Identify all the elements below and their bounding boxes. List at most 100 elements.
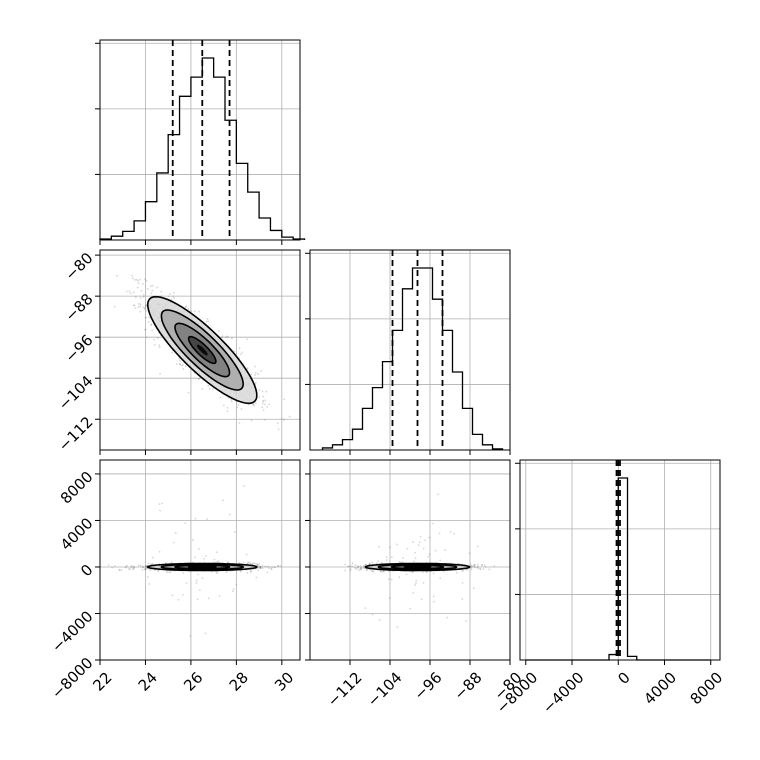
scatter-point — [168, 571, 171, 574]
scatter-point — [402, 557, 405, 560]
scatter-point — [439, 559, 442, 562]
scatter-point — [218, 594, 221, 597]
scatter-point — [432, 522, 434, 525]
scatter-point — [207, 320, 210, 323]
scatter-point — [201, 387, 204, 390]
scatter-point — [396, 543, 398, 546]
scatter-point — [228, 513, 231, 516]
scatter-point — [280, 417, 283, 420]
scatter-point — [235, 583, 238, 586]
scatter-point — [385, 556, 388, 559]
scatter-point — [126, 564, 128, 567]
scatter-point — [146, 576, 149, 578]
scatter-point — [128, 290, 131, 293]
scatter-point — [483, 564, 486, 567]
scatter-point — [205, 555, 207, 557]
scatter-point — [357, 566, 359, 569]
scatter-point — [182, 593, 184, 596]
density-contour — [174, 322, 231, 378]
scatter-point — [344, 569, 347, 572]
scatter-point — [243, 485, 245, 487]
ab-ytick-label: −88 — [61, 290, 96, 325]
frame-bc — [309, 459, 511, 661]
scatter-point — [254, 371, 257, 374]
scatter-point — [144, 305, 147, 307]
scatter-point — [437, 493, 439, 496]
scatter-point — [417, 544, 420, 547]
scatter-point — [184, 306, 187, 308]
scatter-point — [401, 561, 404, 564]
scatter-point — [144, 568, 147, 570]
scatter-point — [237, 403, 240, 406]
scatter-point — [277, 422, 279, 425]
scatter-point — [175, 363, 178, 366]
scatter-point — [476, 567, 479, 570]
scatter-point — [349, 565, 352, 568]
scatter-point — [113, 565, 116, 568]
scatter-point — [201, 577, 204, 580]
scatter-point — [354, 564, 357, 567]
scatter-point — [160, 295, 163, 298]
scatter-point — [139, 305, 142, 308]
scatter-point — [206, 518, 209, 520]
scatter-point — [170, 298, 173, 301]
scatter-point — [412, 591, 415, 594]
scatter-point — [150, 323, 153, 326]
scatter-point — [203, 557, 206, 560]
scatter-point — [178, 357, 181, 360]
scatter-point — [160, 290, 163, 293]
scatter-point — [261, 567, 264, 570]
scatter-point — [414, 551, 416, 554]
scatter-point — [187, 391, 190, 394]
scatter-point — [247, 561, 249, 564]
scatter-point — [414, 584, 417, 587]
scatter-point — [398, 576, 401, 579]
scatter-point — [362, 565, 365, 568]
scatter-point — [257, 564, 259, 567]
scatter-point — [144, 305, 147, 308]
scatter-point — [270, 568, 273, 571]
scatter-point — [351, 565, 354, 568]
scatter-point — [144, 568, 146, 571]
scatter-point — [132, 304, 135, 307]
scatter-point — [157, 569, 160, 572]
scatter-point — [261, 564, 264, 567]
bc-xtick-label: −112 — [324, 668, 366, 710]
scatter-point — [197, 573, 199, 576]
scatter-point — [153, 343, 156, 346]
scatter-point — [252, 403, 255, 406]
scatter-point — [262, 409, 265, 411]
scatter-point — [217, 560, 220, 563]
scatter-point — [145, 316, 147, 319]
density-contour — [364, 562, 471, 572]
scatter-point — [371, 570, 374, 572]
scatter-point — [428, 536, 431, 539]
scatter-point — [465, 568, 468, 571]
frame-a — [99, 39, 301, 241]
scatter-point — [434, 549, 437, 552]
scatter-point — [422, 547, 425, 550]
hist-c-xtick-label: 4000 — [640, 668, 680, 708]
scatter-point — [221, 335, 224, 338]
scatter-point — [477, 565, 479, 568]
scatter-point — [128, 568, 130, 570]
scatter-point — [198, 377, 201, 380]
scatter-point — [156, 337, 159, 340]
scatter-point — [249, 568, 252, 571]
scatter-point — [249, 562, 252, 564]
hist-c-xtick-label: 8000 — [687, 668, 727, 708]
scatter-point — [145, 568, 147, 571]
scatter-point — [364, 607, 367, 610]
scatter-point — [377, 560, 380, 562]
scatter-point — [359, 569, 362, 571]
scatter-point — [178, 363, 181, 365]
scatter-point — [158, 346, 161, 349]
scatter-point — [215, 551, 218, 554]
scatter-point — [174, 532, 177, 534]
scatter-point — [256, 563, 259, 566]
scatter-point — [446, 616, 449, 619]
scatter-point — [465, 619, 467, 622]
scatter-point — [133, 567, 135, 570]
scatter-point — [253, 404, 256, 407]
scatter-point — [471, 564, 473, 567]
